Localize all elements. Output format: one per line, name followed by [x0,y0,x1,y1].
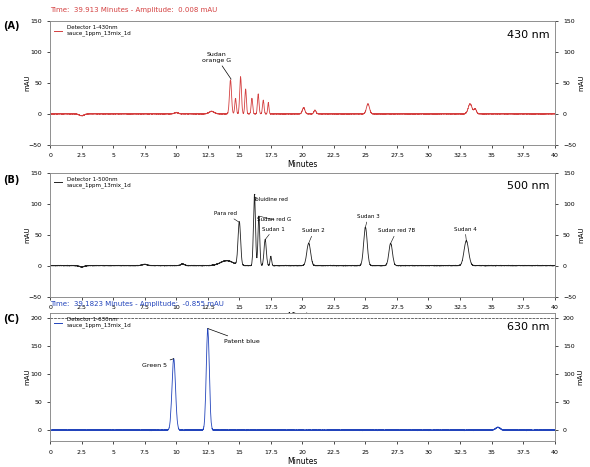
Y-axis label: mAU: mAU [24,226,30,243]
Legend: Detector 1-430nm
sauce_1ppm_13mix_1d: Detector 1-430nm sauce_1ppm_13mix_1d [53,24,133,37]
Text: 630 nm: 630 nm [507,322,549,332]
X-axis label: Minutes: Minutes [287,457,317,466]
Text: Time:  39.1823 Minutes - Amplitude:  -0.855 mAU: Time: 39.1823 Minutes - Amplitude: -0.85… [50,301,224,307]
Text: 500 nm: 500 nm [507,182,549,191]
X-axis label: Minutes: Minutes [287,160,317,169]
Text: Green 5: Green 5 [142,359,173,368]
Text: Time:  39.913 Minutes - Amplitude:  0.008 mAU: Time: 39.913 Minutes - Amplitude: 0.008 … [50,7,217,13]
Text: (C): (C) [3,314,19,324]
X-axis label: Minutes: Minutes [287,312,317,321]
Text: 430 nm: 430 nm [507,30,549,40]
Text: Sudan red 7B: Sudan red 7B [378,228,415,243]
Y-axis label: mAU: mAU [579,226,585,243]
Text: (A): (A) [3,21,19,31]
Text: Sudan 3: Sudan 3 [356,214,379,227]
Text: Sudan
orange G: Sudan orange G [202,52,231,79]
Text: Sudan 2: Sudan 2 [302,228,325,243]
Y-axis label: mAU: mAU [579,75,585,91]
Y-axis label: mAU: mAU [578,369,584,385]
Text: Para red: Para red [214,211,240,222]
Text: Sudan 1: Sudan 1 [262,226,285,240]
Text: Patent blue: Patent blue [208,328,260,344]
Text: (B): (B) [3,175,19,185]
Text: Sudan 4: Sudan 4 [454,226,477,241]
Legend: Detector 1-630nm
sauce_1ppm_13mix_1d: Detector 1-630nm sauce_1ppm_13mix_1d [53,316,133,329]
Legend: Detector 1-500nm
sauce_1ppm_13mix_1d: Detector 1-500nm sauce_1ppm_13mix_1d [53,176,133,189]
Y-axis label: mAU: mAU [24,75,30,91]
Text: Toluidine red: Toluidine red [253,194,288,203]
Y-axis label: mAU: mAU [24,369,30,385]
Text: Sudan red G: Sudan red G [257,216,291,222]
